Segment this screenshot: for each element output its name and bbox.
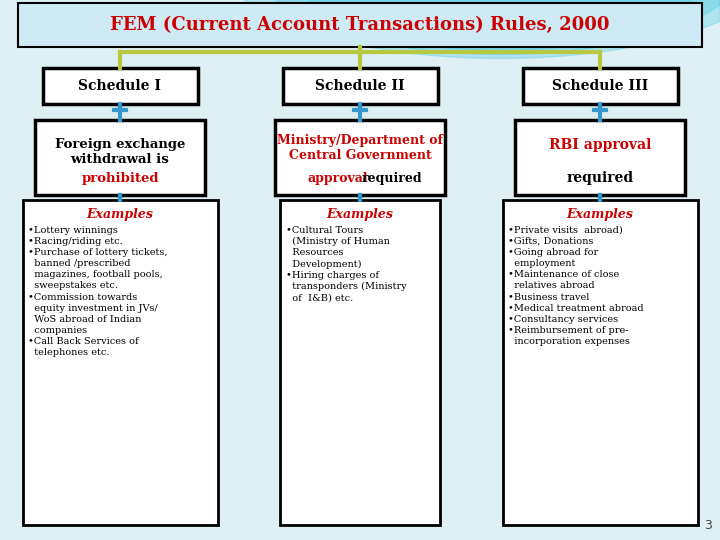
Bar bbox=[35, 120, 205, 195]
Text: RBI approval: RBI approval bbox=[549, 138, 651, 152]
Text: approval: approval bbox=[307, 172, 369, 185]
Bar bbox=[18, 3, 702, 47]
Bar bbox=[515, 120, 685, 195]
Bar bbox=[523, 68, 678, 104]
Text: Examples: Examples bbox=[86, 208, 153, 221]
Text: •Lottery winnings
•Racing/riding etc.
•Purchase of lottery tickets,
  banned /pr: •Lottery winnings •Racing/riding etc. •P… bbox=[29, 226, 168, 357]
Text: required: required bbox=[361, 172, 423, 185]
Text: Schedule II: Schedule II bbox=[315, 79, 405, 93]
Bar bbox=[280, 200, 440, 525]
Bar bbox=[42, 68, 197, 104]
Bar bbox=[275, 120, 445, 195]
Text: prohibited: prohibited bbox=[81, 172, 158, 185]
Text: Examples: Examples bbox=[567, 208, 634, 221]
Text: Schedule I: Schedule I bbox=[78, 79, 161, 93]
Text: Ministry/Department of
Central Government: Ministry/Department of Central Governmen… bbox=[277, 134, 443, 162]
Bar bbox=[503, 200, 698, 525]
Text: Examples: Examples bbox=[327, 208, 393, 221]
Text: Schedule III: Schedule III bbox=[552, 79, 648, 93]
Bar bbox=[282, 68, 438, 104]
Text: Foreign exchange
withdrawal is: Foreign exchange withdrawal is bbox=[55, 138, 185, 166]
Text: required: required bbox=[567, 171, 634, 185]
Text: •Private visits  abroad)
•Gifts, Donations
•Going abroad for
  employment
•Maint: •Private visits abroad) •Gifts, Donation… bbox=[508, 226, 644, 346]
Bar bbox=[22, 200, 217, 525]
Text: FEM (Current Account Transactions) Rules, 2000: FEM (Current Account Transactions) Rules… bbox=[110, 16, 610, 34]
Text: 3: 3 bbox=[704, 519, 712, 532]
Text: •Cultural Tours
  (Ministry of Human
  Resources
  Development)
•Hiring charges : •Cultural Tours (Ministry of Human Resou… bbox=[286, 226, 407, 302]
Bar bbox=[0, 0, 720, 80]
